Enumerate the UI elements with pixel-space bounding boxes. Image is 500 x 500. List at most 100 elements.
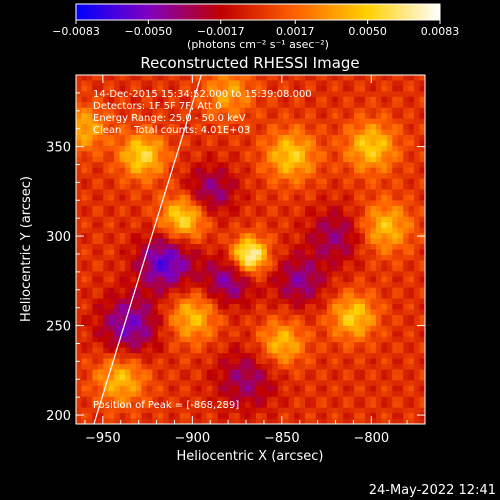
heatmap-cell bbox=[419, 402, 425, 409]
heatmap-cell bbox=[86, 238, 93, 245]
heatmap-cell bbox=[195, 238, 202, 245]
heatmap-cell bbox=[294, 260, 300, 267]
heatmap-cell bbox=[190, 113, 197, 120]
heatmap-cell bbox=[239, 113, 246, 120]
heatmap-cell bbox=[212, 134, 219, 141]
heatmap-cell bbox=[392, 347, 399, 354]
heatmap-cell bbox=[359, 374, 366, 381]
heatmap-cell bbox=[348, 205, 355, 212]
heatmap-cell bbox=[228, 162, 235, 169]
heatmap-cell bbox=[310, 80, 317, 87]
heatmap-cell bbox=[135, 287, 142, 294]
heatmap-cell bbox=[332, 205, 339, 212]
heatmap-cell bbox=[250, 413, 257, 419]
heatmap-cell bbox=[337, 85, 344, 92]
heatmap-cell bbox=[375, 358, 382, 365]
heatmap-cell bbox=[81, 145, 88, 152]
heatmap-cell bbox=[310, 276, 317, 283]
heatmap-cell bbox=[283, 140, 290, 147]
heatmap-cell bbox=[190, 216, 197, 223]
heatmap-cell bbox=[403, 369, 410, 376]
heatmap-cell bbox=[419, 156, 425, 163]
heatmap-cell bbox=[397, 380, 404, 387]
heatmap-cell bbox=[97, 396, 104, 403]
heatmap-cell bbox=[408, 145, 415, 152]
heatmap-cell bbox=[108, 298, 115, 305]
heatmap-cell bbox=[288, 200, 295, 207]
heatmap-cell bbox=[195, 271, 202, 278]
heatmap-cell bbox=[359, 309, 366, 316]
heatmap-cell bbox=[370, 304, 377, 310]
heatmap-cell bbox=[157, 118, 164, 125]
heatmap-cell bbox=[239, 184, 246, 190]
heatmap-cell bbox=[332, 407, 339, 414]
heatmap-cell bbox=[250, 249, 257, 256]
heatmap-cell bbox=[179, 80, 186, 87]
heatmap-cell bbox=[305, 227, 311, 234]
heatmap-cell bbox=[119, 124, 126, 130]
heatmap-cell bbox=[146, 211, 153, 218]
heatmap-cell bbox=[76, 238, 82, 245]
heatmap-cell bbox=[386, 211, 393, 218]
heatmap-cell bbox=[97, 91, 104, 98]
heatmap-cell bbox=[332, 260, 339, 267]
heatmap-cell bbox=[130, 205, 137, 212]
heatmap-cell bbox=[92, 140, 99, 147]
heatmap-cell bbox=[359, 102, 366, 109]
heatmap-cell bbox=[195, 151, 202, 158]
heatmap-cell bbox=[185, 320, 191, 327]
heatmap-cell bbox=[266, 205, 273, 212]
heatmap-cell bbox=[103, 325, 110, 332]
heatmap-cell bbox=[206, 413, 213, 419]
heatmap-cell bbox=[119, 249, 126, 256]
heatmap-cell bbox=[125, 271, 131, 278]
heatmap-cell bbox=[201, 118, 208, 125]
heatmap-cell bbox=[365, 244, 371, 250]
heatmap-cell bbox=[288, 364, 295, 370]
heatmap-cell bbox=[392, 91, 399, 98]
heatmap-cell bbox=[299, 271, 306, 278]
heatmap-cell bbox=[86, 298, 93, 305]
heatmap-cell bbox=[299, 265, 306, 272]
heatmap-cell bbox=[381, 156, 388, 163]
heatmap-cell bbox=[245, 178, 251, 185]
heatmap-cell bbox=[332, 304, 339, 310]
heatmap-cell bbox=[392, 282, 399, 289]
heatmap-cell bbox=[97, 233, 104, 239]
heatmap-cell bbox=[174, 298, 181, 305]
heatmap-cell bbox=[223, 107, 230, 114]
heatmap-cell bbox=[217, 238, 224, 245]
heatmap-cell bbox=[92, 162, 99, 169]
heatmap-cell bbox=[217, 118, 224, 125]
heatmap-cell bbox=[348, 304, 355, 310]
heatmap-cell bbox=[397, 80, 404, 87]
heatmap-cell bbox=[152, 216, 159, 223]
heatmap-cell bbox=[228, 260, 235, 267]
heatmap-cell bbox=[348, 418, 355, 424]
heatmap-cell bbox=[255, 200, 262, 207]
heatmap-cell bbox=[365, 309, 371, 316]
heatmap-cell bbox=[326, 145, 333, 152]
heatmap-cell bbox=[195, 113, 202, 120]
heatmap-cell bbox=[299, 314, 306, 321]
heatmap-cell bbox=[408, 102, 415, 109]
heatmap-cell bbox=[239, 385, 246, 392]
heatmap-cell bbox=[386, 91, 393, 98]
heatmap-cell bbox=[103, 309, 110, 316]
heatmap-cell bbox=[305, 85, 311, 92]
heatmap-cell bbox=[403, 222, 410, 229]
heatmap-cell bbox=[283, 396, 290, 403]
heatmap-cell bbox=[299, 205, 306, 212]
heatmap-cell bbox=[403, 75, 410, 81]
heatmap-cell bbox=[76, 260, 82, 267]
heatmap-cell bbox=[283, 211, 290, 218]
heatmap-cell bbox=[332, 107, 339, 114]
heatmap-cell bbox=[168, 211, 175, 218]
heatmap-cell bbox=[299, 336, 306, 343]
heatmap-cell bbox=[272, 216, 279, 223]
heatmap-cell bbox=[163, 407, 170, 414]
heatmap-cell bbox=[375, 91, 382, 98]
heatmap-cell bbox=[315, 211, 322, 218]
heatmap-cell bbox=[201, 347, 208, 354]
heatmap-cell bbox=[332, 342, 339, 349]
